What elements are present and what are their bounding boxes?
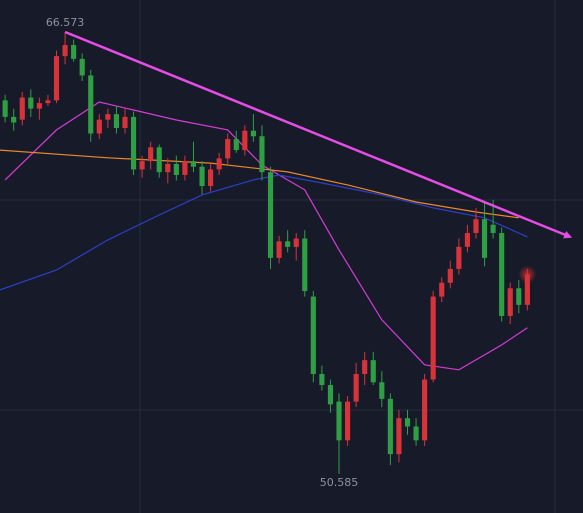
candle-body bbox=[165, 163, 171, 173]
candle-body bbox=[439, 282, 445, 297]
candle-body bbox=[387, 398, 393, 455]
min-label: 50.585 bbox=[320, 476, 359, 489]
candle-body bbox=[464, 233, 470, 247]
candle-body bbox=[28, 97, 34, 109]
candle-body bbox=[456, 246, 462, 269]
candle-body bbox=[430, 296, 436, 380]
candle-body bbox=[490, 224, 496, 234]
candle-body bbox=[216, 158, 222, 170]
candle-body bbox=[36, 103, 42, 109]
candle-body bbox=[267, 172, 274, 258]
candle-body bbox=[190, 161, 197, 167]
candle-body bbox=[250, 130, 256, 137]
candle-body bbox=[88, 75, 94, 134]
moving-average bbox=[4, 101, 528, 371]
candle-body bbox=[79, 58, 85, 76]
candle-body bbox=[242, 130, 248, 151]
candle-body bbox=[285, 241, 291, 247]
candle-body bbox=[96, 119, 102, 134]
moving-average bbox=[0, 174, 528, 291]
candle-body bbox=[11, 116, 17, 123]
candle-body bbox=[130, 116, 137, 170]
candle-body bbox=[225, 139, 231, 159]
candle-body bbox=[199, 166, 205, 187]
candle-body bbox=[362, 360, 368, 374]
candle-body bbox=[105, 114, 111, 120]
candle-body bbox=[404, 418, 411, 427]
candle-body bbox=[276, 241, 282, 258]
candle-body bbox=[62, 45, 68, 57]
candle-body bbox=[208, 169, 214, 187]
candle-body bbox=[336, 401, 342, 441]
candle-body bbox=[524, 274, 530, 305]
candle-body bbox=[370, 360, 376, 383]
candle-body bbox=[499, 233, 505, 316]
candle-body bbox=[293, 238, 299, 247]
candle-body bbox=[473, 219, 479, 234]
candle-body bbox=[259, 136, 265, 173]
candle-body bbox=[156, 147, 162, 173]
max-label: 66.573 bbox=[46, 16, 85, 29]
candle-body bbox=[45, 100, 51, 104]
moving-average bbox=[0, 149, 519, 219]
trend-line bbox=[64, 30, 573, 239]
candle-body bbox=[481, 219, 488, 258]
candle-body bbox=[507, 288, 513, 316]
candle-body bbox=[422, 379, 428, 441]
candle-body bbox=[182, 161, 188, 175]
candle-body bbox=[353, 373, 359, 402]
candle-body bbox=[53, 56, 60, 101]
candle-body bbox=[139, 161, 145, 170]
candle-body bbox=[19, 97, 25, 120]
candle-body bbox=[233, 139, 239, 151]
candle-body bbox=[396, 418, 402, 455]
candle-body bbox=[327, 385, 334, 405]
candle-body bbox=[345, 401, 351, 441]
candle-body bbox=[302, 238, 308, 292]
candle-body bbox=[122, 116, 128, 128]
candle-body bbox=[2, 100, 8, 117]
candle-body bbox=[71, 45, 77, 59]
candle-body bbox=[173, 163, 179, 175]
candle-body bbox=[379, 382, 385, 399]
candle-body bbox=[113, 114, 119, 128]
candle-body bbox=[148, 147, 154, 162]
candle-body bbox=[447, 268, 453, 283]
candle-body bbox=[516, 288, 522, 305]
candle-body bbox=[413, 426, 419, 441]
candle-body bbox=[319, 373, 325, 386]
candle-body bbox=[310, 296, 316, 374]
